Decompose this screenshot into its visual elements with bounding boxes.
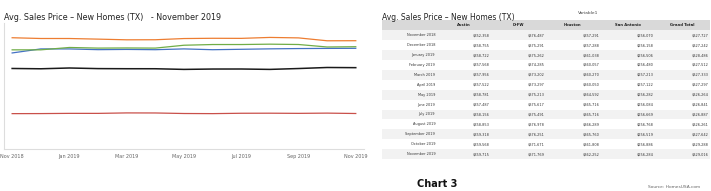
Text: Variable1: Variable1 [578,11,599,15]
Text: Source: HomesUSA.com: Source: HomesUSA.com [648,185,700,189]
Text: Avg. Sales Price – New Homes (TX)   - November 2019: Avg. Sales Price – New Homes (TX) - Nove… [4,13,220,22]
Text: Chart 3: Chart 3 [417,179,457,189]
Text: Avg. Sales Price – New Homes (TX): Avg. Sales Price – New Homes (TX) [382,13,514,22]
